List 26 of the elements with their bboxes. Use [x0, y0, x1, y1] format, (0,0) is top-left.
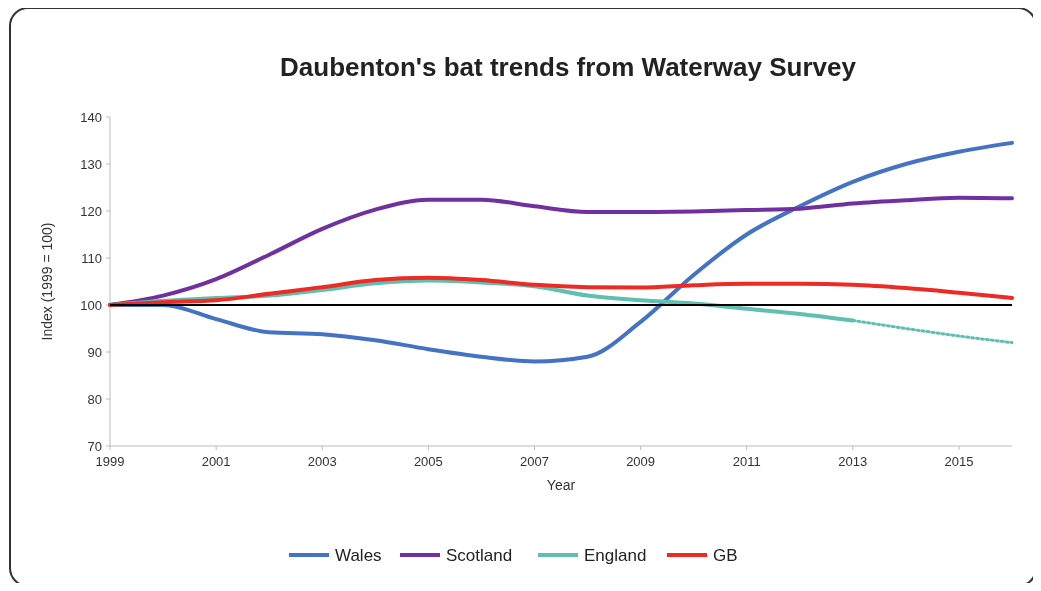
chart-title: Daubenton's bat trends from Waterway Survey: [280, 52, 857, 82]
x-tick-label: 1999: [95, 454, 125, 469]
y-tick-label: 90: [87, 344, 102, 360]
x-tick-label: 2009: [626, 454, 656, 469]
y-axis-title: Index (1999 = 100): [39, 222, 55, 341]
y-tick-label: 80: [87, 391, 102, 407]
y-tick-label: 100: [80, 297, 102, 313]
legend-label: Scotland: [446, 545, 513, 565]
x-tick-label: 2013: [838, 454, 868, 469]
y-tick-label: 120: [80, 203, 102, 219]
legend-label: Wales: [335, 545, 382, 565]
y-tick-label: 130: [80, 156, 102, 172]
legend-label: GB: [713, 545, 738, 565]
x-axis-title: Year: [546, 477, 576, 493]
y-tick-label: 110: [81, 250, 102, 266]
x-tick-label: 2003: [307, 454, 337, 469]
y-tick-label: 70: [87, 438, 102, 454]
y-tick-label: 140: [80, 109, 102, 125]
x-tick-label: 2015: [944, 454, 974, 469]
x-tick-label: 2011: [732, 454, 761, 469]
line-series: [108, 140, 1014, 364]
x-tick-label: 2005: [413, 454, 443, 469]
line-series: [108, 275, 1014, 307]
legend-label: England: [584, 545, 647, 565]
x-tick-label: 2007: [520, 454, 549, 469]
x-tick-label: 2001: [201, 454, 231, 469]
